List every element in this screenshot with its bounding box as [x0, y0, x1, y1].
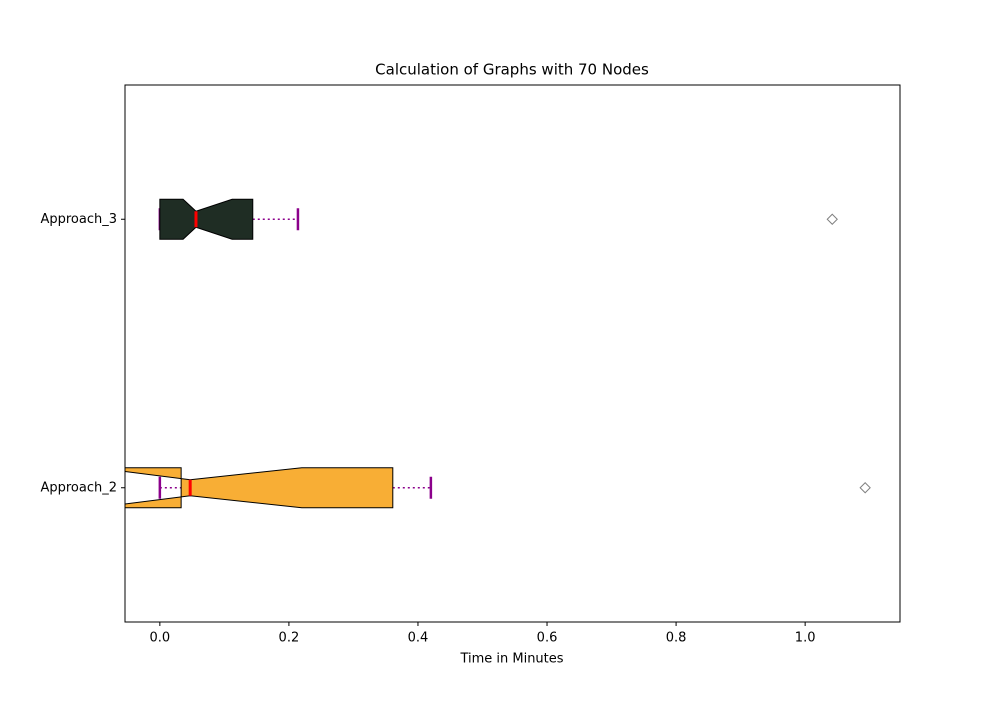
x-tick-label: 1.0	[795, 631, 816, 646]
x-tick-label: 0.2	[279, 631, 300, 646]
box	[159, 198, 254, 240]
axes-frame	[124, 84, 901, 623]
plot-area	[125, 198, 871, 509]
flier	[826, 213, 838, 225]
x-tick-label: 0.8	[666, 631, 687, 646]
x-tick-label: 0.0	[150, 631, 171, 646]
x-axis-label: Time in Minutes	[459, 652, 563, 667]
flier	[859, 482, 871, 494]
y-tick-label: Approach_3	[40, 212, 117, 227]
x-tick-label: 0.6	[537, 631, 558, 646]
y-tick-label: Approach_2	[40, 480, 117, 495]
x-tick-label: 0.4	[408, 631, 429, 646]
chart-title: Calculation of Graphs with 70 Nodes	[375, 61, 649, 79]
box	[125, 467, 394, 509]
